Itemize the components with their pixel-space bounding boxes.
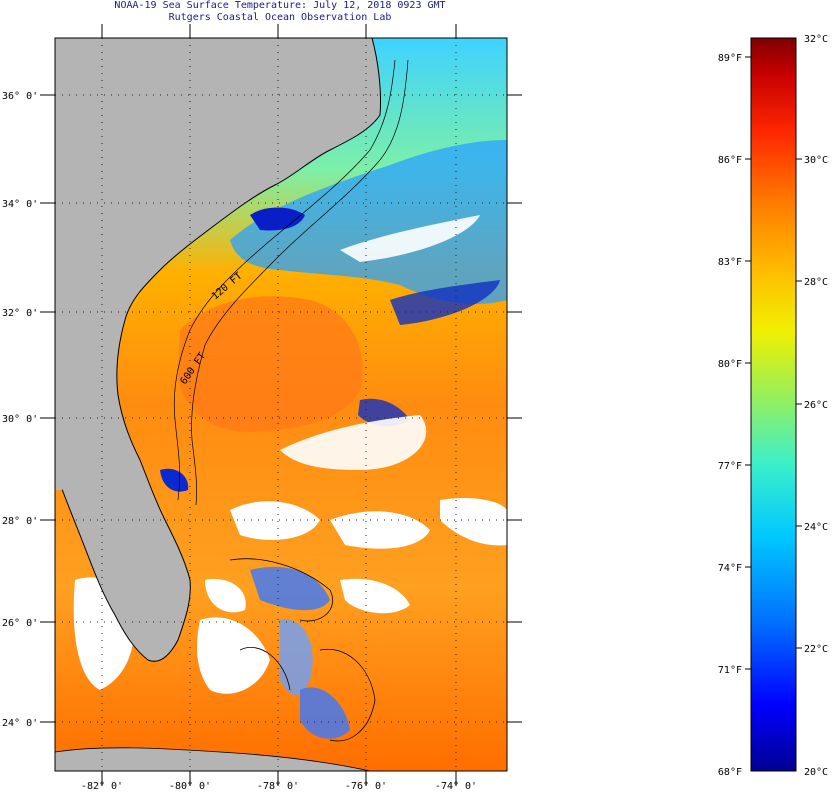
land-mass-southeast-us	[55, 38, 381, 662]
bahamas-contours	[229, 558, 376, 742]
cloud-patch	[440, 498, 507, 546]
map-frame	[54, 37, 508, 772]
map-title: NOAA-19 Sea Surface Temperature: July 12…	[114, 0, 446, 11]
sst-image: 120 FT 600 FT	[55, 38, 507, 771]
land-mass-gulf-coast	[55, 460, 66, 490]
lat-label: 28° 0'	[2, 516, 38, 527]
left-axis-ticks	[40, 24, 522, 786]
cloud-patch	[280, 415, 427, 470]
lon-label: -76° 0'	[345, 781, 387, 792]
colorbar-c-label: 20°C	[804, 767, 828, 778]
lat-label: 26° 0'	[2, 618, 38, 629]
cloud-patch	[197, 617, 270, 694]
cool-water-patch	[230, 140, 507, 305]
lat-label: 36° 0'	[2, 91, 38, 102]
temperature-colorbar	[750, 37, 797, 772]
contour-120ft	[173, 59, 396, 501]
colorbar-f-label: 86°F	[718, 155, 742, 166]
colorbar-c-label: 24°C	[804, 522, 828, 533]
cloud-patch	[230, 501, 320, 540]
colorbar-f-label: 77°F	[718, 461, 742, 472]
lon-label: -78° 0'	[257, 781, 299, 792]
coastline	[55, 38, 381, 662]
colorbar-f-label: 68°F	[718, 767, 742, 778]
lat-label: 32° 0'	[2, 308, 38, 319]
bahamas-banks	[300, 687, 350, 739]
cloud-patch	[340, 578, 410, 614]
colorbar-f-label: 80°F	[718, 359, 742, 370]
colorbar-c-label: 30°C	[804, 155, 828, 166]
cold-water-patch	[160, 468, 189, 492]
colorbar-c-label: 22°C	[804, 644, 828, 655]
colorbar-c-label: 32°C	[804, 34, 828, 45]
land-mass-cuba	[55, 747, 371, 771]
lat-label: 34° 0'	[2, 199, 38, 210]
lat-label: 30° 0'	[2, 414, 38, 425]
lat-label: 24° 0'	[2, 718, 38, 729]
bahamas-banks	[250, 566, 330, 611]
cold-water-patch	[250, 207, 305, 231]
lon-label: -74° 0'	[435, 781, 477, 792]
cloud-patch	[340, 215, 480, 262]
contour-600ft	[191, 59, 409, 506]
warm-water-core	[178, 296, 363, 432]
cloud-patch	[330, 511, 430, 549]
colorbar-c-label: 26°C	[804, 400, 828, 411]
colorbar-f-label: 71°F	[718, 665, 742, 676]
colorbar-c-label: 28°C	[804, 277, 828, 288]
map-subtitle: Rutgers Coastal Ocean Observation Lab	[168, 12, 392, 23]
cloud-patch	[205, 579, 246, 613]
lon-label: -82° 0'	[81, 781, 123, 792]
colorbar-f-label: 74°F	[718, 563, 742, 574]
cold-water-patch	[390, 280, 500, 325]
colorbar-ticks	[745, 56, 802, 670]
colorbar-f-label: 89°F	[718, 53, 742, 64]
bahamas-banks	[280, 619, 313, 695]
colorbar-f-label: 83°F	[718, 257, 742, 268]
lon-label: -80° 0'	[169, 781, 211, 792]
